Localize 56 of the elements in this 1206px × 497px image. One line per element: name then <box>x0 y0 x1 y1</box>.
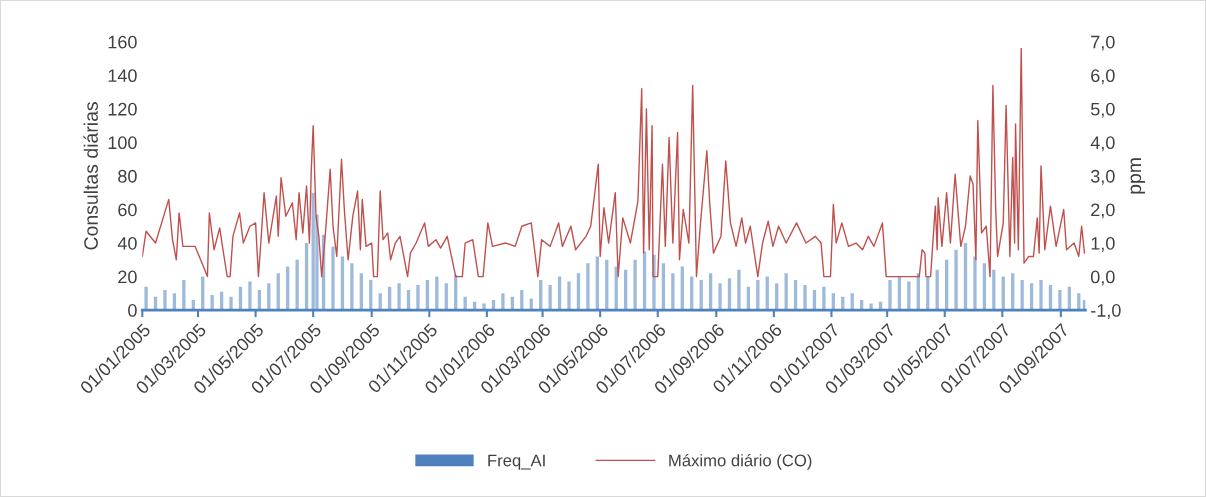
bar <box>869 303 873 311</box>
bar <box>163 290 167 311</box>
y-tick-label: 100 <box>108 136 137 150</box>
y2-tick-label: 7,0 <box>1091 35 1115 51</box>
y-tick-label: 20 <box>118 270 137 284</box>
bar <box>248 281 252 311</box>
bar <box>144 286 148 311</box>
y2-tick-label: 3,0 <box>1090 169 1115 185</box>
bar <box>888 279 892 311</box>
y-tick-label: 120 <box>108 102 137 116</box>
bar <box>803 284 807 311</box>
bar <box>340 256 345 311</box>
bar <box>633 259 637 311</box>
bar <box>784 273 788 311</box>
bar <box>295 259 299 311</box>
bar <box>671 273 675 311</box>
y2-tick-label: 0,0 <box>1090 270 1115 286</box>
y-tick-label: 60 <box>118 203 137 217</box>
bar <box>954 249 958 311</box>
bar <box>416 284 420 311</box>
y2-tick-label: 6,0 <box>1091 69 1115 85</box>
bar <box>586 263 590 311</box>
bar <box>501 293 505 311</box>
bar <box>822 286 826 311</box>
line-series <box>142 47 1086 278</box>
bar <box>907 281 911 311</box>
bar <box>315 214 319 311</box>
y2-tick-label: 1,0 <box>1091 236 1115 252</box>
y2-tick-label: 4,0 <box>1090 136 1115 152</box>
bar <box>229 296 233 311</box>
y-tick-label: 80 <box>118 169 137 183</box>
y2-tick-label: 2,0 <box>1091 203 1115 219</box>
legend-label: Freq_AI <box>488 454 545 470</box>
y-tick-label: 0 <box>128 304 137 317</box>
bar <box>1058 290 1062 311</box>
bar <box>737 269 741 311</box>
bar <box>350 263 354 311</box>
bar <box>311 192 315 311</box>
y2-axis-title: ppm <box>1130 158 1146 194</box>
bar <box>567 281 571 311</box>
legend-label: Máximo diário (CO) <box>669 453 812 470</box>
bar <box>1039 279 1043 311</box>
bar <box>397 283 401 311</box>
y-tick-label: 160 <box>108 35 137 49</box>
y2-tick-label: -1,0 <box>1091 304 1121 319</box>
bar <box>548 284 552 311</box>
bar <box>331 246 335 311</box>
y2-tick-label: 5,0 <box>1090 102 1115 118</box>
bar <box>973 256 977 311</box>
bar <box>718 283 722 311</box>
y-axis-title: Consultas diárias <box>83 102 98 250</box>
bar <box>482 303 486 311</box>
bar <box>595 256 599 311</box>
y-tick-label: 40 <box>117 236 137 250</box>
y-tick-label: 140 <box>108 69 137 83</box>
bar <box>1020 279 1024 311</box>
